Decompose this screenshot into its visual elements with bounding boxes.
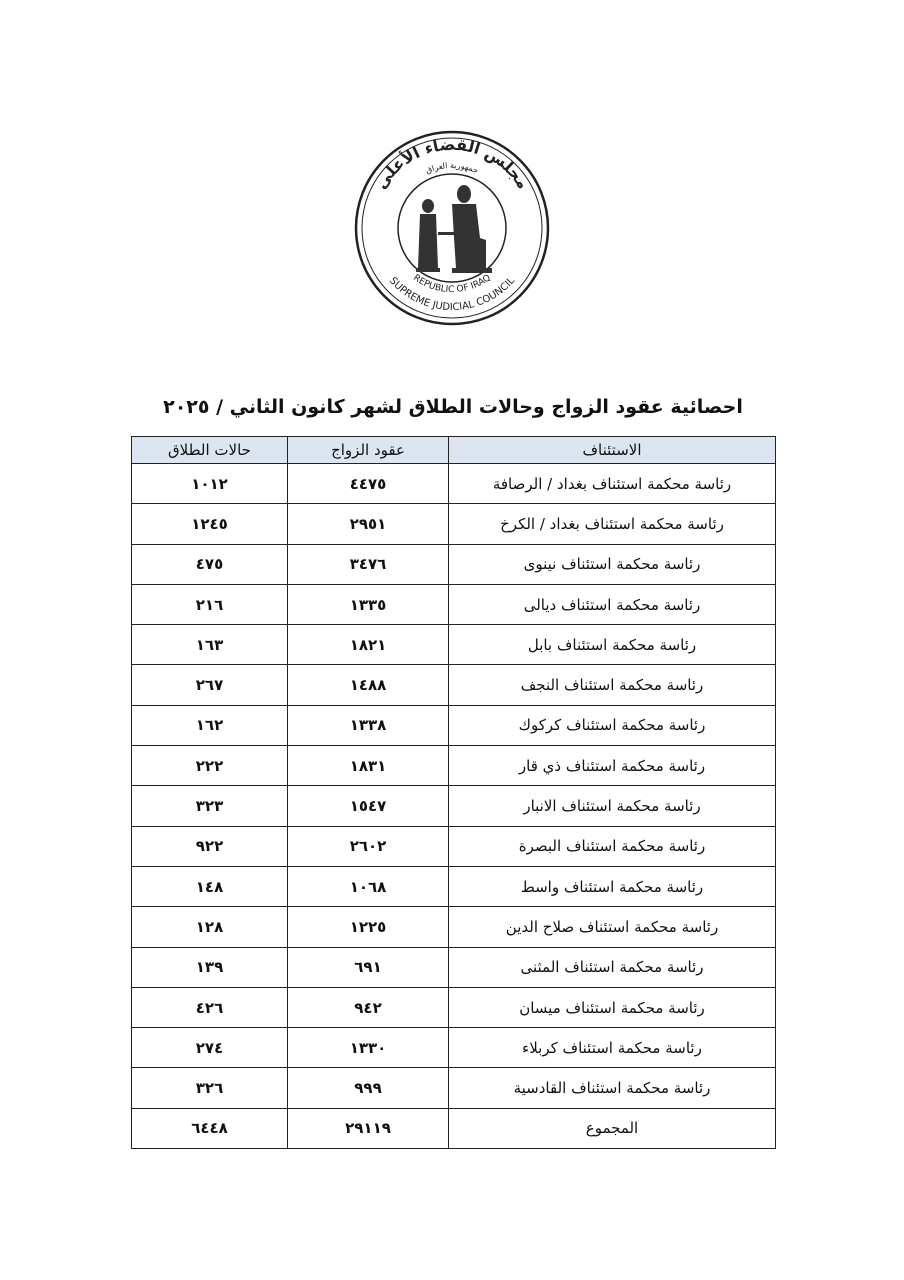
- court-cell: المجموع: [448, 1107, 776, 1150]
- divorces-cell: ٣٢٣: [131, 785, 288, 827]
- divorces-cell: ٢٦٧: [131, 664, 288, 706]
- marriages-cell: ١٠٦٨: [287, 865, 449, 908]
- divorces-cell: ١٢٨: [131, 906, 288, 948]
- table-row: رئاسة محكمة استئناف كربلاء ١٣٣٠ ٢٧٤: [131, 1027, 776, 1069]
- table-row: رئاسة محكمة استئناف واسط ١٠٦٨ ١٤٨: [131, 865, 776, 908]
- court-cell: رئاسة محكمة استئناف النجف: [448, 664, 776, 706]
- table-total-row: المجموع ٢٩١١٩ ٦٤٤٨: [131, 1107, 776, 1150]
- svg-text:REPUBLIC OF IRAQ: REPUBLIC OF IRAQ: [411, 273, 493, 295]
- table-row: رئاسة محكمة استئناف بغداد / الرصافة ٤٤٧٥ ١…: [131, 462, 776, 505]
- seal-english-top: REPUBLIC OF IRAQ: [411, 273, 493, 295]
- table-row: رئاسة محكمة استئناف المثنى ٦٩١ ١٣٩: [131, 946, 776, 988]
- court-cell: رئاسة محكمة استئناف ذي قار: [448, 745, 776, 787]
- marriages-cell: ١٣٣٥: [287, 583, 449, 626]
- table-row: رئاسة محكمة استئناف بغداد / الكرخ ٢٩٥١ ١٢٤…: [131, 503, 776, 545]
- marriages-cell: ٤٤٧٥: [287, 462, 449, 505]
- marriages-cell: ٢٩١١٩: [287, 1107, 449, 1150]
- divorces-cell: ٢١٦: [131, 583, 288, 626]
- court-cell: رئاسة محكمة استئناف واسط: [448, 865, 776, 908]
- header-court: الاستئناف: [448, 436, 776, 464]
- divorces-cell: ٢٢٢: [131, 745, 288, 787]
- table-row: رئاسة محكمة استئناف البصرة ٢٦٠٢ ٩٢٢: [131, 825, 776, 867]
- table-row: رئاسة محكمة استئناف ذي قار ١٨٣١ ٢٢٢: [131, 745, 776, 787]
- header-divorces: حالات الطلاق: [131, 436, 288, 464]
- marriages-cell: ١٣٣٨: [287, 704, 449, 747]
- marriages-cell: ٢٦٠٢: [287, 825, 449, 867]
- statistics-table: الاستئناف عقود الزواج حالات الطلاق رئاسة…: [131, 436, 776, 1150]
- table-row: رئاسة محكمة استئناف بابل ١٨٢١ ١٦٣: [131, 624, 776, 666]
- table-row: رئاسة محكمة استئناف الانبار ١٥٤٧ ٣٢٣: [131, 785, 776, 827]
- table-row: رئاسة محكمة استئناف النجف ١٤٨٨ ٢٦٧: [131, 664, 776, 706]
- marriages-cell: ١٥٤٧: [287, 785, 449, 827]
- court-cell: رئاسة محكمة استئناف كركوك: [448, 704, 776, 747]
- marriages-cell: ٢٩٥١: [287, 503, 449, 545]
- court-cell: رئاسة محكمة استئناف بغداد / الكرخ: [448, 503, 776, 545]
- svg-text:جمهورية العراق: جمهورية العراق: [424, 161, 480, 175]
- court-cell: رئاسة محكمة استئناف المثنى: [448, 946, 776, 988]
- table-row: رئاسة محكمة استئناف ميسان ٩٤٢ ٤٢٦: [131, 986, 776, 1029]
- divorces-cell: ١٤٨: [131, 865, 288, 908]
- table-row: رئاسة محكمة استئناف كركوك ١٣٣٨ ١٦٢: [131, 704, 776, 747]
- court-cell: رئاسة محكمة استئناف صلاح الدين: [448, 906, 776, 948]
- seal-arabic-top: جمهورية العراق: [424, 161, 480, 175]
- divorces-cell: ١٠١٢: [131, 462, 288, 505]
- table-row: رئاسة محكمة استئناف ديالى ١٣٣٥ ٢١٦: [131, 583, 776, 626]
- divorces-cell: ١٦٣: [131, 624, 288, 666]
- divorces-cell: ٢٧٤: [131, 1027, 288, 1069]
- marriages-cell: ٩٤٢: [287, 986, 449, 1029]
- divorces-cell: ١٢٤٥: [131, 503, 288, 545]
- court-cell: رئاسة محكمة استئناف كربلاء: [448, 1027, 776, 1069]
- marriages-cell: ٣٤٧٦: [287, 543, 449, 585]
- court-cell: رئاسة محكمة استئناف بغداد / الرصافة: [448, 462, 776, 505]
- marriages-cell: ١٨٢١: [287, 624, 449, 666]
- court-cell: رئاسة محكمة استئناف ديالى: [448, 583, 776, 626]
- court-cell: رئاسة محكمة استئناف ميسان: [448, 986, 776, 1029]
- page-title: احصائية عقود الزواج وحالات الطلاق لشهر ك…: [163, 396, 743, 418]
- table-row: رئاسة محكمة استئناف صلاح الدين ١٢٢٥ ١٢٨: [131, 906, 776, 948]
- seal-figures-icon: [416, 185, 492, 273]
- court-cell: رئاسة محكمة استئناف البصرة: [448, 825, 776, 867]
- divorces-cell: ٦٤٤٨: [131, 1107, 288, 1150]
- court-cell: رئاسة محكمة استئناف القادسية: [448, 1067, 776, 1109]
- divorces-cell: ١٣٩: [131, 946, 288, 988]
- table-header-row: الاستئناف عقود الزواج حالات الطلاق: [131, 436, 776, 464]
- marriages-cell: ١٢٢٥: [287, 906, 449, 948]
- supreme-judicial-council-seal: مجلس القضاء الأعلى جمهورية العراق REPUBL…: [354, 130, 550, 326]
- marriages-cell: ٦٩١: [287, 946, 449, 988]
- table-row: رئاسة محكمة استئناف نينوى ٣٤٧٦ ٤٧٥: [131, 543, 776, 585]
- court-cell: رئاسة محكمة استئناف نينوى: [448, 543, 776, 585]
- divorces-cell: ٤٧٥: [131, 543, 288, 585]
- court-cell: رئاسة محكمة استئناف بابل: [448, 624, 776, 666]
- marriages-cell: ١٨٣١: [287, 745, 449, 787]
- header-marriages: عقود الزواج: [287, 436, 449, 464]
- court-cell: رئاسة محكمة استئناف الانبار: [448, 785, 776, 827]
- divorces-cell: ٣٢٦: [131, 1067, 288, 1109]
- marriages-cell: ١٣٣٠: [287, 1027, 449, 1069]
- marriages-cell: ٩٩٩: [287, 1067, 449, 1109]
- table-row: رئاسة محكمة استئناف القادسية ٩٩٩ ٣٢٦: [131, 1067, 776, 1109]
- divorces-cell: ١٦٢: [131, 704, 288, 747]
- divorces-cell: ٤٢٦: [131, 986, 288, 1029]
- marriages-cell: ١٤٨٨: [287, 664, 449, 706]
- divorces-cell: ٩٢٢: [131, 825, 288, 867]
